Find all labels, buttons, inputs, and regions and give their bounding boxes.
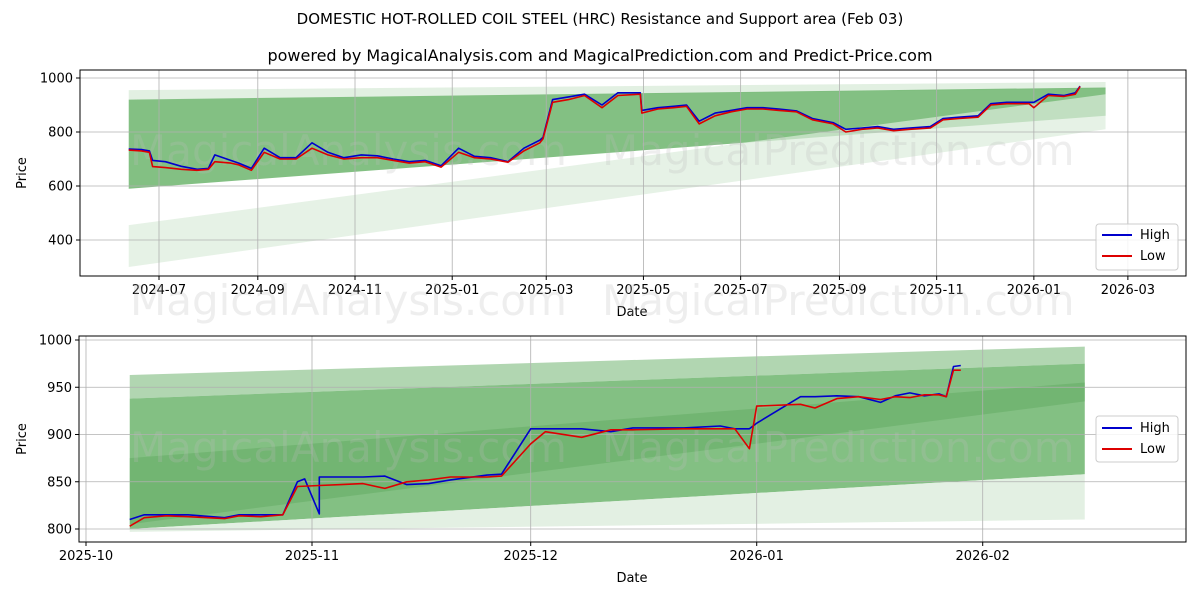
- x-tick-label: 2025-01: [425, 283, 479, 298]
- x-tick-label: 2025-05: [616, 283, 670, 298]
- band-lower_support_light: [128, 94, 1106, 267]
- y-tick-label: 600: [48, 180, 73, 195]
- x-tick-label: 2024-07: [132, 283, 186, 298]
- top-x-axis: 2024-07 2024-09 2024-11 2025-01 2025-03 2025-…: [132, 276, 1155, 298]
- x-tick-label: 2026-03: [1101, 283, 1155, 298]
- x-tick-label: 2025-11: [909, 283, 963, 298]
- y-tick-label: 900: [47, 428, 72, 443]
- x-tick-label: 2025-09: [812, 283, 866, 298]
- bottom-price-lines: [129, 364, 961, 527]
- watermark-analysis: MagicalAnalysis.com: [130, 126, 567, 175]
- top-y-axis: 400 600 800 1000: [40, 72, 80, 249]
- bottom-legend: High Low: [1095, 415, 1179, 463]
- band-outer_light_top: [129, 346, 1085, 399]
- top-price-lines: [128, 85, 1081, 172]
- watermark-prediction-2: MagicalPrediction.com: [602, 276, 1075, 325]
- bottom-axes-frame: [78, 335, 1187, 543]
- y-tick-label: 400: [48, 234, 73, 249]
- series-low: [129, 369, 961, 527]
- x-tick-label: 2024-11: [328, 283, 382, 298]
- bottom-x-axis-label: Date: [616, 571, 647, 586]
- legend-low-label: Low: [1140, 249, 1166, 264]
- x-tick-label: 2025-12: [504, 549, 558, 564]
- x-tick-label: 2025-07: [713, 283, 767, 298]
- y-tick-label: 800: [48, 126, 73, 141]
- x-tick-label: 2026-01: [1007, 283, 1061, 298]
- legend-high-label: High: [1140, 228, 1170, 243]
- y-tick-label: 850: [47, 475, 72, 490]
- top-legend: High Low: [1095, 223, 1179, 271]
- x-tick-label: 2026-01: [730, 549, 784, 564]
- watermark-prediction: MagicalPrediction.com: [602, 126, 1075, 175]
- bottom-x-axis: 2025-10 2025-11 2025-12 2026-01 2026-02: [59, 542, 1010, 564]
- y-tick-label: 1000: [40, 72, 73, 87]
- watermark-prediction-3: MagicalPrediction.com: [602, 423, 1075, 472]
- bottom-grid: [79, 336, 1186, 542]
- x-tick-label: 2026-02: [956, 549, 1010, 564]
- bottom-y-axis-label: Price: [15, 423, 30, 455]
- chart-subtitle: powered by MagicalAnalysis.com and Magic…: [267, 46, 933, 65]
- watermark-analysis-3: MagicalAnalysis.com: [130, 423, 567, 472]
- legend-high-label: High: [1140, 421, 1170, 436]
- top-y-axis-label: Price: [15, 157, 30, 189]
- top-chart: MagicalAnalysis.com MagicalPrediction.co…: [15, 69, 1187, 325]
- band-outer_resistance_light: [128, 82, 1106, 100]
- bottom-y-axis: 800 850 900 950 1000: [39, 334, 79, 538]
- top-x-axis-label: Date: [616, 305, 647, 320]
- top-axes-frame: [79, 69, 1187, 277]
- series-low: [128, 86, 1081, 172]
- x-tick-label: 2024-09: [231, 283, 285, 298]
- band-inner_dark: [129, 382, 1085, 525]
- top-bands: [128, 82, 1106, 267]
- bottom-chart: MagicalAnalysis.com MagicalPrediction.co…: [15, 334, 1187, 586]
- chart-title: DOMESTIC HOT-ROLLED COIL STEEL (HRC) Res…: [296, 10, 904, 28]
- band-main_channel: [128, 87, 1106, 189]
- bottom-bands: [129, 346, 1085, 532]
- y-tick-label: 950: [47, 381, 72, 396]
- y-tick-label: 800: [47, 523, 72, 538]
- band-lower_light: [129, 474, 1085, 532]
- series-high: [128, 85, 1081, 171]
- watermark-analysis-2: MagicalAnalysis.com: [130, 276, 567, 325]
- band-main_channel: [129, 363, 1085, 529]
- y-tick-label: 1000: [39, 334, 72, 349]
- legend-low-label: Low: [1140, 442, 1166, 457]
- x-tick-label: 2025-03: [519, 283, 573, 298]
- x-tick-label: 2025-10: [59, 549, 113, 564]
- x-tick-label: 2025-11: [285, 549, 339, 564]
